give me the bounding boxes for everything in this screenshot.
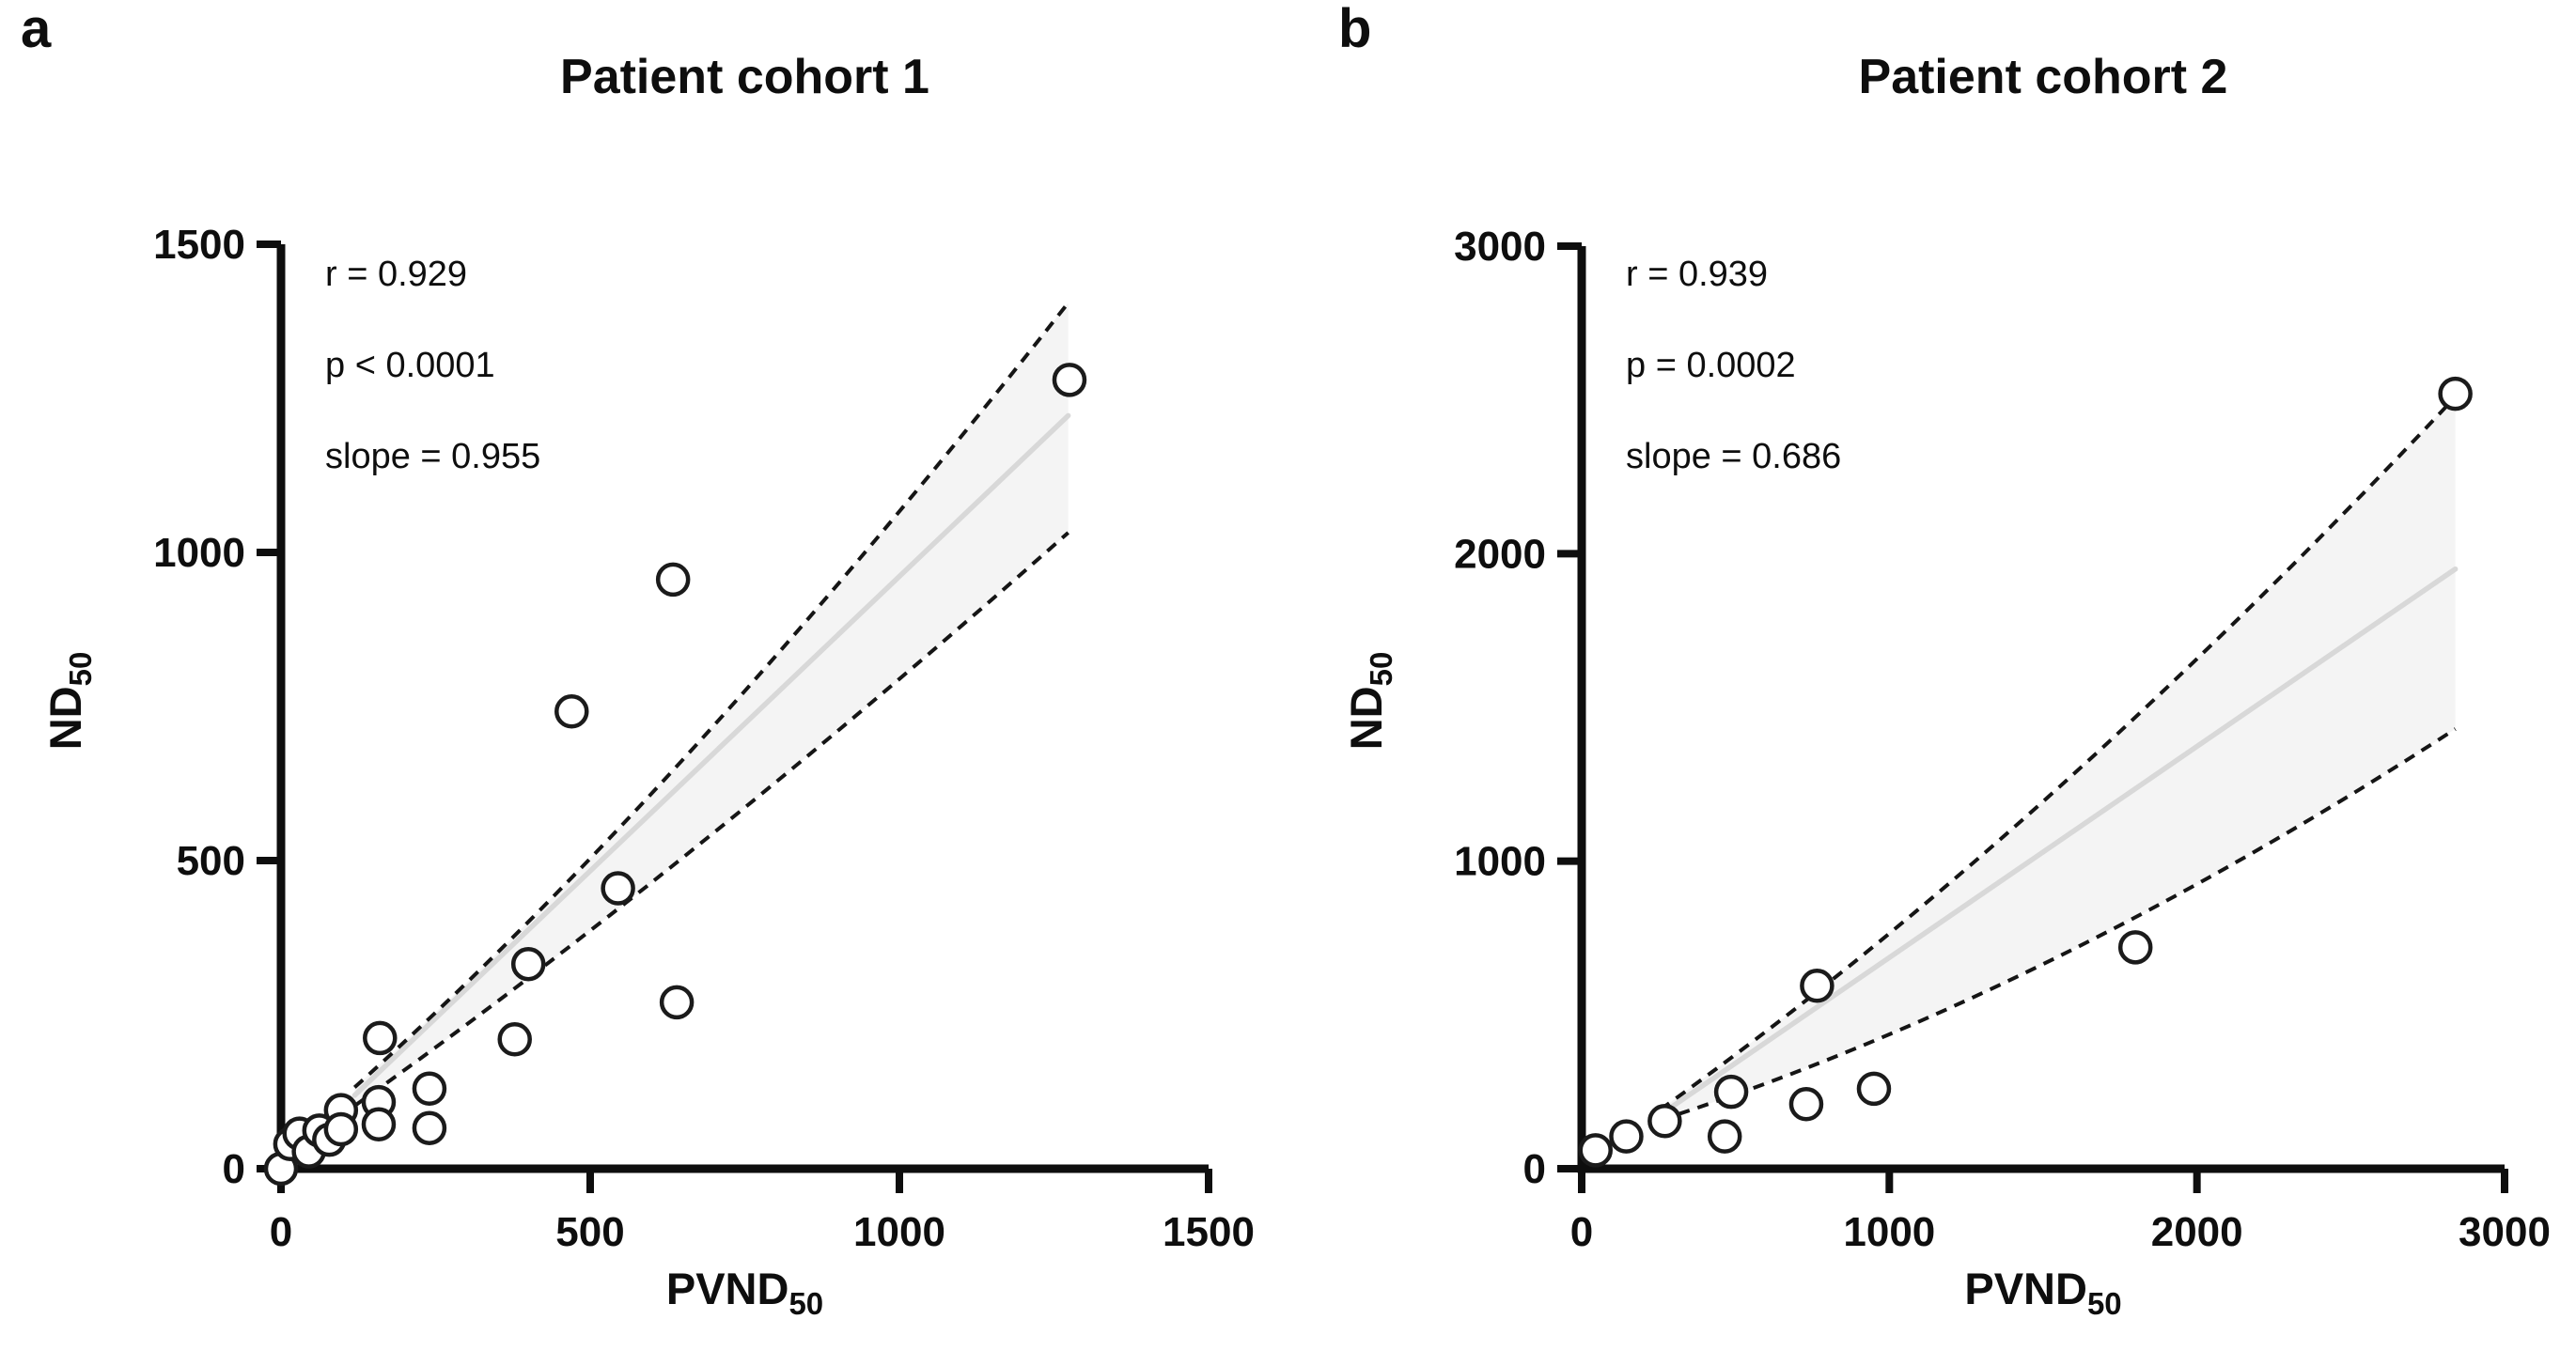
stat-p: p < 0.0001 <box>325 346 495 385</box>
y-tick-label: 1000 <box>1454 839 1546 885</box>
stat-r: r = 0.929 <box>325 255 468 294</box>
y-tick-label: 3000 <box>1454 224 1546 270</box>
data-point <box>601 871 635 906</box>
data-point <box>655 562 691 598</box>
x-tick-label: 2000 <box>2151 1209 2243 1255</box>
data-point <box>1052 363 1087 397</box>
data-point <box>361 1107 397 1142</box>
axis-label-text: ND <box>1341 686 1391 751</box>
axis-label-subscript: 50 <box>63 651 98 687</box>
data-point <box>1609 1119 1644 1154</box>
panel-b-y-axis-label: ND50 <box>1341 651 1398 751</box>
ci-lower-dashed-line <box>1659 727 2457 1123</box>
x-tick-label: 0 <box>1570 1209 1593 1255</box>
confidence-band <box>1660 396 2456 1121</box>
data-point <box>1800 968 1834 1003</box>
y-tick-label: 1500 <box>153 222 245 268</box>
axis-label-subscript: 50 <box>1364 651 1398 687</box>
stat-slope: slope = 0.686 <box>1626 437 1842 476</box>
panel-letter-b: b <box>1338 0 1372 59</box>
data-point <box>412 1110 447 1145</box>
panel-a-title: Patient cohort 1 <box>560 50 929 104</box>
x-tick-label: 1000 <box>1843 1209 1935 1255</box>
data-point <box>323 1111 359 1147</box>
panel-b-title: Patient cohort 2 <box>1858 50 2228 104</box>
data-point <box>1788 1087 1824 1122</box>
data-point <box>497 1021 532 1057</box>
axis-label-subscript: 50 <box>2086 1286 2122 1321</box>
data-point <box>659 985 695 1020</box>
y-tick-label: 2000 <box>1454 531 1546 577</box>
regression-line <box>1657 566 2459 1118</box>
data-point <box>363 1020 398 1056</box>
x-tick-label: 3000 <box>2459 1209 2551 1255</box>
y-tick-label: 0 <box>223 1146 245 1192</box>
data-point <box>1856 1071 1892 1107</box>
y-tick-label: 1000 <box>153 530 245 576</box>
data-point <box>554 693 589 729</box>
axis-label-text: ND <box>40 686 90 751</box>
x-tick-label: 0 <box>270 1209 292 1255</box>
data-point <box>412 1071 447 1106</box>
stat-r: r = 0.939 <box>1626 255 1769 294</box>
data-point <box>1707 1119 1742 1154</box>
data-point <box>1713 1074 1749 1110</box>
stat-p: p = 0.0002 <box>1626 346 1796 385</box>
y-tick-label: 0 <box>1523 1146 1546 1192</box>
panel-letter-a: a <box>21 0 52 59</box>
data-point <box>2117 930 2153 965</box>
data-point <box>2438 376 2473 411</box>
x-tick-label: 1500 <box>1163 1209 1255 1255</box>
y-tick-label: 500 <box>177 838 245 884</box>
panel-b-x-axis-label: PVND50 <box>1582 1266 2505 1319</box>
ci-upper-dashed-line <box>1659 396 2458 1111</box>
panel-a-y-axis-label: ND50 <box>40 651 98 751</box>
panel-b-stats: r = 0.939 p = 0.0002 slope = 0.686 <box>1626 229 1841 503</box>
axis-label-text: PVND <box>1964 1264 2087 1313</box>
x-tick-label: 1000 <box>853 1209 945 1255</box>
data-point <box>1647 1104 1682 1139</box>
panel-a-stats: r = 0.929 p < 0.0001 slope = 0.955 <box>325 229 540 503</box>
stat-slope: slope = 0.955 <box>325 437 541 476</box>
panel-a-x-axis-label: PVND50 <box>281 1266 1209 1319</box>
data-point <box>1578 1133 1613 1168</box>
data-point <box>510 946 546 982</box>
x-tick-label: 500 <box>555 1209 624 1255</box>
axis-label-subscript: 50 <box>788 1286 824 1321</box>
ci-lower-dashed-line <box>353 531 1069 1108</box>
axis-label-text: PVND <box>665 1264 789 1313</box>
regression-line <box>351 412 1071 1098</box>
